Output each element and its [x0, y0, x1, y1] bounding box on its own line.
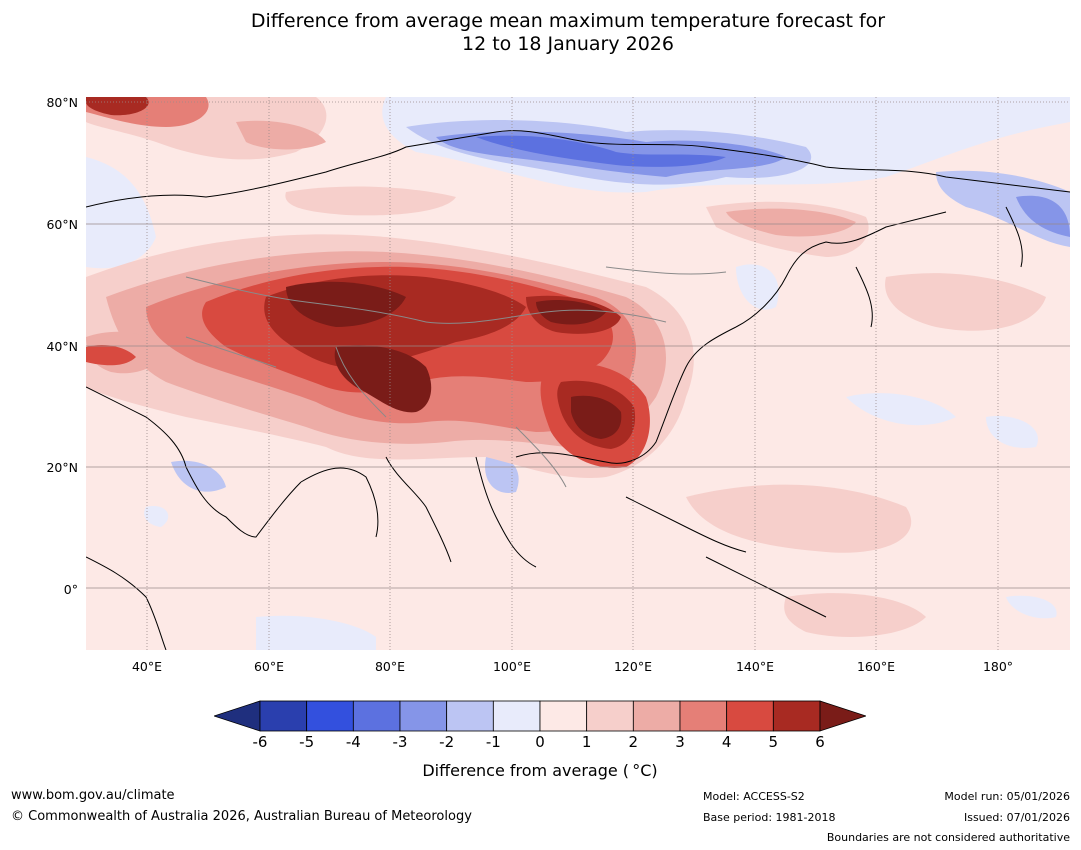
colorbar-tick-label: 4 — [721, 733, 732, 751]
colorbar-cell — [446, 700, 494, 732]
graticule — [86, 97, 1070, 650]
footer-model-run: Model run: 05/01/2026 — [944, 790, 1070, 803]
lon-label-180: 180° — [982, 659, 1014, 674]
colorbar-cell — [679, 700, 728, 732]
country-boundaries — [185, 266, 727, 488]
lon-label-80e: 80°E — [374, 659, 406, 674]
lat-label-40n: 40°N — [46, 339, 78, 354]
colorbar-cell — [632, 700, 681, 732]
colorbar-cell — [726, 700, 774, 732]
lon-label-160e: 160°E — [856, 659, 895, 674]
title-line-2: 12 to 18 January 2026 — [462, 33, 674, 55]
colorbar-cell — [772, 700, 821, 732]
footer-copyright: © Commonwealth of Australia 2026, Austra… — [11, 809, 472, 824]
colorbar-label: Difference from average ( °C) — [422, 761, 658, 780]
lat-label-0: 0° — [63, 582, 78, 597]
colorbar-cell — [259, 700, 308, 732]
colorbar-tick-label: -4 — [345, 733, 361, 751]
coastlines — [86, 130, 1070, 650]
warm-anomaly-layer — [86, 97, 1046, 637]
colorbar-cell — [586, 700, 634, 732]
footer-disclaimer: Boundaries are not considered authoritat… — [826, 831, 1070, 844]
colorbar-cell — [399, 700, 448, 732]
colorbar-cell — [539, 700, 588, 732]
colorbar-tick-label: 0 — [535, 733, 545, 751]
colorbar — [214, 700, 866, 732]
colorbar-tick-label: -3 — [392, 733, 408, 751]
colorbar-tick-label: -1 — [485, 733, 501, 751]
colorbar-extend-low — [214, 700, 261, 732]
lat-label-80n: 80°N — [46, 95, 78, 110]
title-line-1: Difference from average mean maximum tem… — [250, 10, 886, 32]
map-svg — [86, 97, 1070, 650]
lon-label-140e: 140°E — [735, 659, 774, 674]
colorbar-cell — [352, 700, 401, 732]
colorbar-tick-label: -5 — [299, 733, 315, 751]
lon-label-100e: 100°E — [492, 659, 531, 674]
lon-label-60e: 60°E — [253, 659, 285, 674]
footer-base-period: Base period: 1981-2018 — [703, 811, 836, 824]
temperature-anomaly-map — [86, 97, 1070, 650]
colorbar-extend-high — [819, 700, 866, 732]
footer-model: Model: ACCESS-S2 — [703, 790, 805, 803]
colorbar-tick-label: -2 — [439, 733, 455, 751]
colorbar-tick-label: -6 — [252, 733, 268, 751]
colorbar-tick-label: 5 — [768, 733, 779, 751]
colorbar-tick-label: 3 — [675, 733, 685, 751]
footer-url[interactable]: www.bom.gov.au/climate — [11, 788, 175, 803]
cool-anomaly-layer — [86, 97, 1070, 650]
colorbar-cell — [306, 700, 354, 732]
lat-label-60n: 60°N — [46, 217, 78, 232]
lon-label-40e: 40°E — [131, 659, 163, 674]
lon-label-120e: 120°E — [613, 659, 652, 674]
colorbar-cell — [492, 700, 541, 732]
footer-issued: Issued: 07/01/2026 — [963, 811, 1070, 824]
colorbar-tick-label: 6 — [815, 733, 825, 751]
colorbar-tick-label: 2 — [628, 733, 639, 751]
lat-label-20n: 20°N — [46, 460, 78, 475]
chart-title: Difference from average mean maximum tem… — [0, 10, 1081, 56]
colorbar-tick-label: 1 — [581, 733, 592, 751]
